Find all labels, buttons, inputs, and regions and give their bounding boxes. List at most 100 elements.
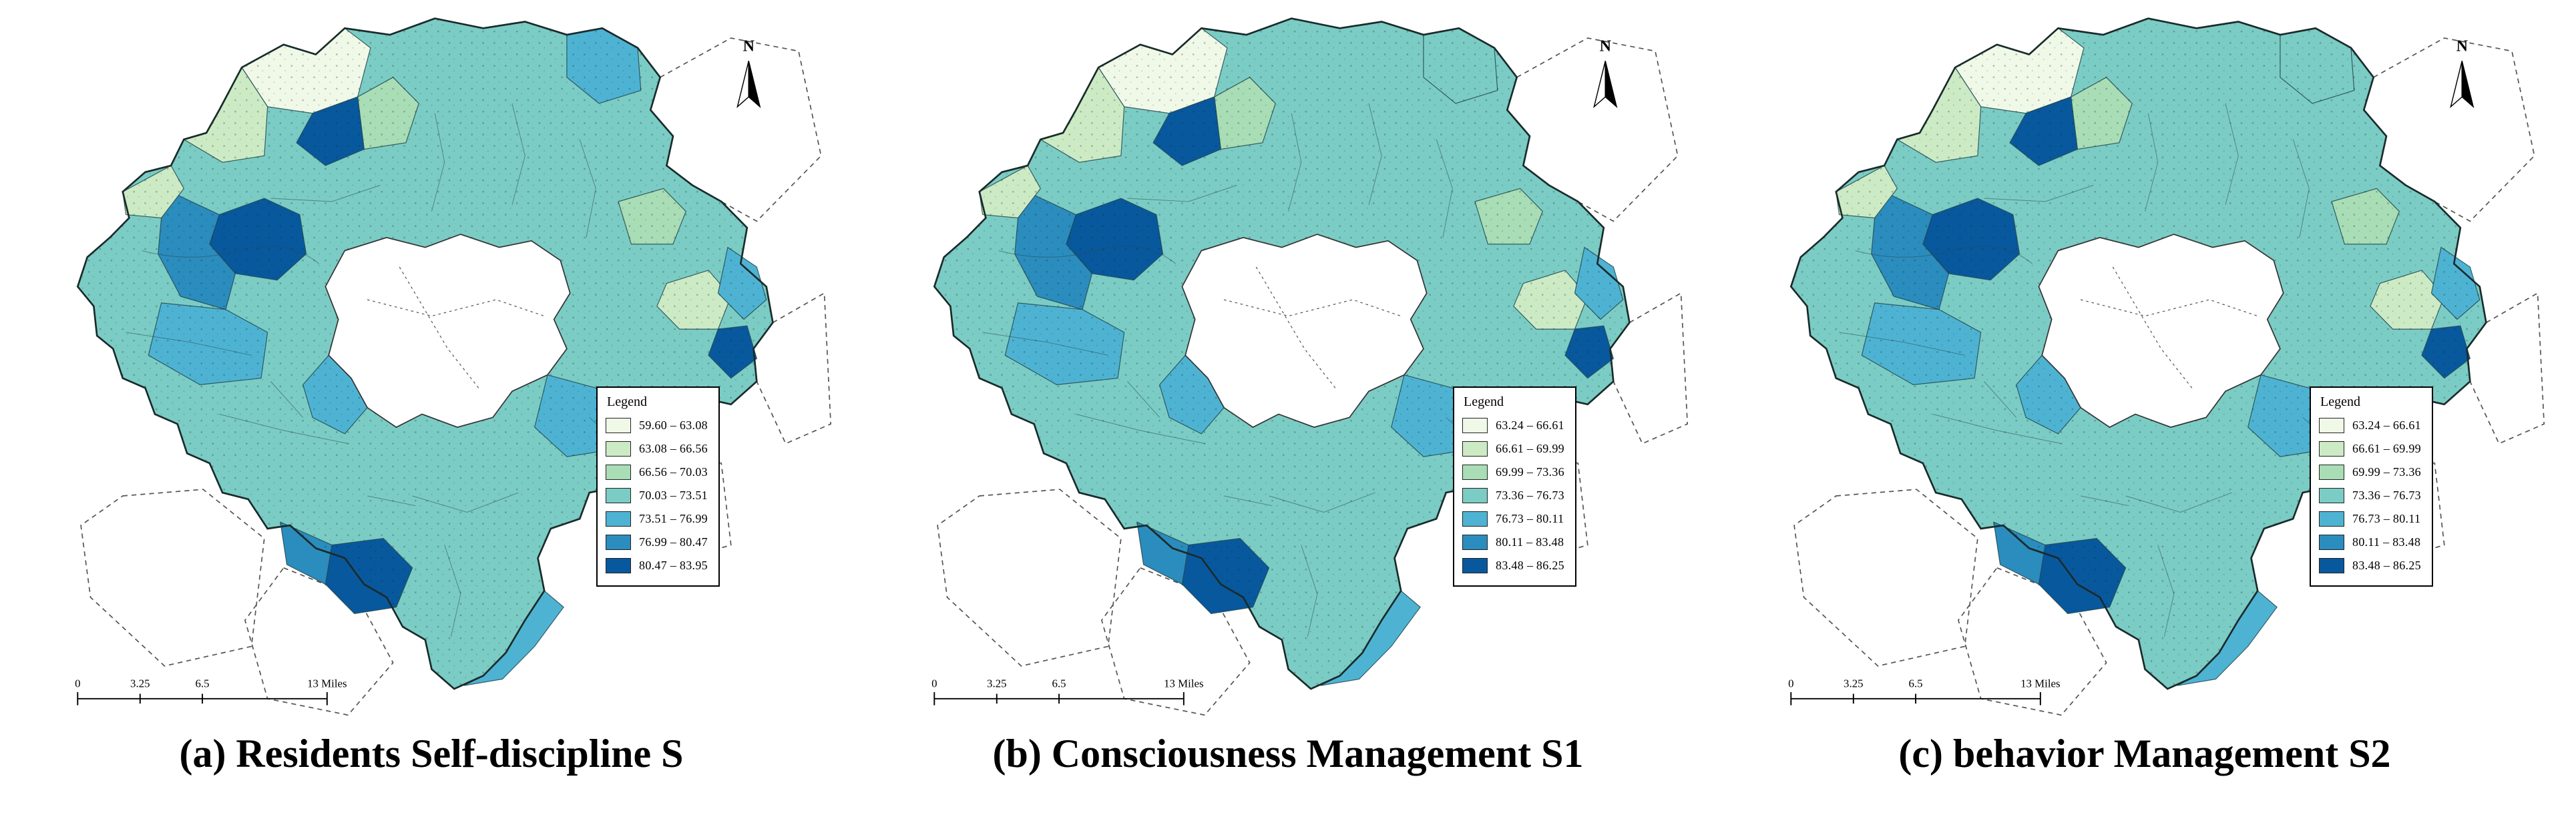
map-panel-a: 0 3.25 6.5 13 Miles N Legend 59.60 – 63.08 …: [20, 5, 843, 776]
legend-item: 66.61 – 69.99: [1462, 441, 1564, 457]
north-arrow-right-icon: [1604, 61, 1617, 108]
north-arrow: N: [2449, 37, 2474, 108]
legend-item: 83.48 – 86.25: [2319, 558, 2421, 574]
map-panel-c: 0 3.25 6.5 13 Miles N Legend 63.24 – 66.61 …: [1733, 5, 2556, 776]
urban-dotted-line: [2080, 299, 2258, 317]
urban-dotted-line: [1223, 299, 1401, 317]
scale-label: 0: [75, 677, 80, 690]
north-label: N: [1599, 37, 1611, 55]
map-area: 0 3.25 6.5 13 Miles N Legend 63.24 – 66.61 …: [886, 5, 1691, 725]
scale-label: 0: [1788, 677, 1793, 690]
legend-title: Legend: [1464, 394, 1504, 410]
neighbor-boundary: [1506, 37, 1679, 222]
scale-label: 13 Miles: [307, 677, 347, 690]
legend-range: 73.36 – 76.73: [1496, 489, 1564, 503]
scale-labels: 0 3.25 6.5 13 Miles: [1788, 677, 2061, 690]
legend-range: 76.73 – 80.11: [1496, 512, 1564, 526]
legend-item: 69.99 – 73.36: [2319, 465, 2421, 481]
map-legend: Legend 59.60 – 63.08 63.08 – 66.56 66.56…: [596, 386, 720, 587]
neighbor-boundary: [1957, 567, 2107, 716]
legend-swatch: [606, 511, 632, 527]
scale-label: 3.25: [987, 677, 1007, 690]
legend-item: 73.51 – 76.99: [606, 511, 708, 527]
legend-swatch: [606, 441, 632, 457]
neighbor-boundary: [936, 489, 1122, 667]
scale-label: 3.25: [130, 677, 150, 690]
scale-label: 6.5: [1908, 677, 1922, 690]
legend-range: 80.11 – 83.48: [1496, 535, 1564, 549]
legend-range: 76.99 – 80.47: [639, 535, 708, 549]
legend-range: 59.60 – 63.08: [639, 418, 708, 433]
urban-dotted-line: [367, 299, 544, 317]
scale-label: 6.5: [1052, 677, 1066, 690]
choropleth-map: 0 3.25 6.5 13 Miles N: [931, 17, 1688, 716]
neighbor-boundary: [649, 37, 822, 222]
legend-items: 63.24 – 66.61 66.61 – 69.99 69.99 – 73.3…: [1462, 414, 1564, 577]
panel-caption: (b) Consciousness Management S1: [992, 732, 1584, 776]
legend-range: 73.36 – 76.73: [2352, 489, 2421, 503]
legend-swatch: [2319, 511, 2345, 527]
neighbor-boundary: [1793, 489, 1978, 667]
urban-core-dotted-lines: [2080, 266, 2258, 390]
legend-range: 63.08 – 66.56: [639, 442, 708, 456]
legend-item: 80.11 – 83.48: [2319, 535, 2421, 551]
legend-item: 63.08 – 66.56: [606, 441, 708, 457]
legend-swatch: [1462, 488, 1488, 504]
legend-swatch: [1462, 558, 1488, 574]
north-label: N: [2456, 37, 2468, 55]
panel-caption: (c) behavior Management S2: [1898, 732, 2391, 776]
map-panel-b: 0 3.25 6.5 13 Miles N Legend 63.24 – 66.61 …: [877, 5, 1699, 776]
legend-range: 63.24 – 66.61: [2352, 418, 2421, 433]
legend-swatch: [2319, 558, 2345, 574]
legend-item: 76.73 – 80.11: [2319, 511, 2421, 527]
legend-swatch: [606, 418, 632, 434]
urban-core-dotted-lines: [367, 266, 544, 390]
legend-title: Legend: [2320, 394, 2360, 410]
north-arrow-right-icon: [748, 61, 761, 108]
legend-range: 70.03 – 73.51: [639, 489, 708, 503]
legend-item: 80.47 – 83.95: [606, 558, 708, 574]
choropleth-map: 0 3.25 6.5 13 Miles N: [75, 17, 831, 716]
map-area: 0 3.25 6.5 13 Miles N Legend 59.60 – 63.08 …: [29, 5, 834, 725]
legend-swatch: [1462, 535, 1488, 551]
north-arrow-left-icon: [736, 61, 749, 108]
neighbor-boundary: [1100, 567, 1251, 716]
legend-range: 76.73 – 80.11: [2352, 512, 2421, 526]
legend-range: 69.99 – 73.36: [1496, 465, 1564, 479]
legend-range: 66.61 – 69.99: [2352, 442, 2421, 456]
neighbor-boundary: [2362, 37, 2535, 222]
legend-range: 80.11 – 83.48: [2352, 535, 2421, 549]
legend-swatch: [606, 488, 632, 504]
legend-swatch: [2319, 465, 2345, 481]
map-legend: Legend 63.24 – 66.61 66.61 – 69.99 69.99…: [1453, 386, 1576, 587]
north-arrow-left-icon: [1592, 61, 1606, 108]
legend-item: 73.36 – 76.73: [2319, 488, 2421, 504]
urban-core-hole: [325, 234, 571, 429]
north-arrow: N: [736, 37, 761, 108]
scale-label: 3.25: [1844, 677, 1864, 690]
map-legend: Legend 63.24 – 66.61 66.61 – 69.99 69.99…: [2310, 386, 2433, 587]
region-outline: [1789, 17, 2487, 690]
scale-labels: 0 3.25 6.5 13 Miles: [75, 677, 347, 690]
legend-item: 59.60 – 63.08: [606, 418, 708, 434]
scale-label: 13 Miles: [2020, 677, 2060, 690]
legend-item: 73.36 – 76.73: [1462, 488, 1564, 504]
legend-item: 80.11 – 83.48: [1462, 535, 1564, 551]
legend-range: 73.51 – 76.99: [639, 512, 708, 526]
legend-swatch: [1462, 511, 1488, 527]
legend-swatch: [606, 535, 632, 551]
legend-range: 69.99 – 73.36: [2352, 465, 2421, 479]
urban-core-dotted-lines: [1223, 266, 1401, 390]
legend-swatch: [2319, 488, 2345, 504]
map-area: 0 3.25 6.5 13 Miles N Legend 63.24 – 66.61 …: [1743, 5, 2547, 725]
legend-range: 66.61 – 69.99: [1496, 442, 1564, 456]
legend-swatch: [2319, 441, 2345, 457]
region-outline: [76, 17, 774, 690]
scale-label: 0: [931, 677, 937, 690]
scale-label: 6.5: [195, 677, 209, 690]
scale-bar: 0 3.25 6.5 13 Miles: [75, 677, 347, 706]
choropleth-map: 0 3.25 6.5 13 Miles N: [1788, 17, 2545, 716]
legend-item: 63.24 – 66.61: [1462, 418, 1564, 434]
north-arrow: N: [1592, 37, 1617, 108]
legend-swatch: [1462, 441, 1488, 457]
